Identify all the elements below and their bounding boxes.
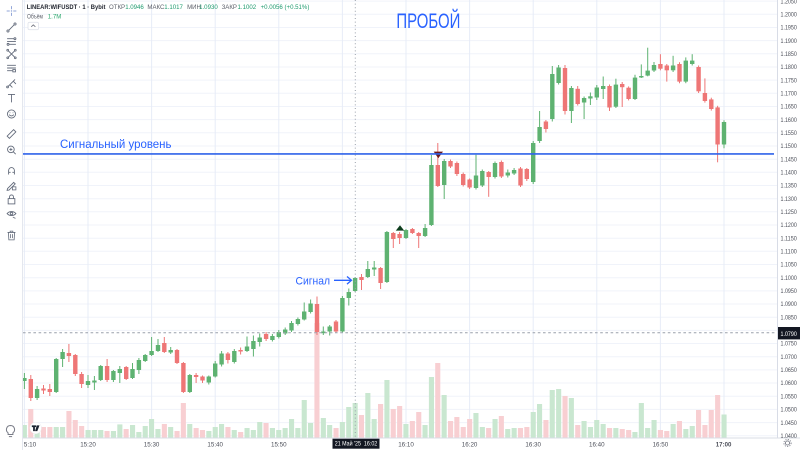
svg-text:16:20: 16:20 xyxy=(462,441,478,448)
svg-text:16:50: 16:50 xyxy=(653,441,669,448)
svg-text:1.0790: 1.0790 xyxy=(781,331,798,338)
svg-text:1.1650: 1.1650 xyxy=(781,104,798,111)
svg-text:1.1700: 1.1700 xyxy=(781,91,798,98)
svg-text:1.1300: 1.1300 xyxy=(781,196,798,203)
svg-text:1.1150: 1.1150 xyxy=(781,235,798,242)
svg-text:+0.0056 (+0.51%): +0.0056 (+0.51%) xyxy=(261,4,310,11)
svg-text:1.0550: 1.0550 xyxy=(781,393,798,400)
svg-text:21 Май '25 16:02: 21 Май '25 16:02 xyxy=(335,441,378,448)
svg-text:1.0400: 1.0400 xyxy=(781,433,798,440)
svg-text:15:50: 15:50 xyxy=(271,441,287,448)
svg-text:1.2050: 1.2050 xyxy=(781,0,798,5)
svg-text:15:30: 15:30 xyxy=(144,441,160,448)
svg-text:5:10: 5:10 xyxy=(24,441,37,448)
svg-text:1.1250: 1.1250 xyxy=(781,209,798,216)
svg-text:1.0750: 1.0750 xyxy=(781,341,798,348)
svg-text:1.1800: 1.1800 xyxy=(781,64,798,71)
svg-text:1.0500: 1.0500 xyxy=(781,407,798,414)
svg-text:1.1017: 1.1017 xyxy=(164,4,183,11)
svg-text:1.1450: 1.1450 xyxy=(781,156,798,163)
svg-text:15:40: 15:40 xyxy=(207,441,223,448)
svg-text:1.1750: 1.1750 xyxy=(781,77,798,84)
svg-text:1.1200: 1.1200 xyxy=(781,222,798,229)
svg-text:1.2000: 1.2000 xyxy=(781,12,798,19)
svg-text:1.1600: 1.1600 xyxy=(781,117,798,124)
svg-text:1.1002: 1.1002 xyxy=(238,4,257,11)
svg-text:15:20: 15:20 xyxy=(80,441,96,448)
svg-text:1.1000: 1.1000 xyxy=(781,275,798,282)
svg-text:1.0650: 1.0650 xyxy=(781,367,798,374)
svg-text:1.0930: 1.0930 xyxy=(199,4,218,11)
svg-text:Сигнальный уровень: Сигнальный уровень xyxy=(60,138,172,151)
svg-text:LINEAR:WIFUSDT · 1 · Bybit: LINEAR:WIFUSDT · 1 · Bybit xyxy=(27,4,106,11)
svg-text:1.1050: 1.1050 xyxy=(781,262,798,269)
svg-text:1.0450: 1.0450 xyxy=(781,420,798,427)
svg-text:1.0850: 1.0850 xyxy=(781,314,798,321)
svg-text:1.1350: 1.1350 xyxy=(781,183,798,190)
svg-text:1.0700: 1.0700 xyxy=(781,354,798,361)
svg-text:ЗАКР: ЗАКР xyxy=(222,4,237,11)
svg-text:1.1550: 1.1550 xyxy=(781,130,798,137)
svg-text:Сигнал: Сигнал xyxy=(296,275,331,287)
svg-text:МИН: МИН xyxy=(187,4,201,11)
svg-text:1.7M: 1.7M xyxy=(48,14,62,21)
svg-text:17:00: 17:00 xyxy=(716,441,732,448)
svg-text:1.1400: 1.1400 xyxy=(781,170,798,177)
svg-text:Объём: Объём xyxy=(27,14,43,21)
svg-text:1.1900: 1.1900 xyxy=(781,38,798,45)
svg-text:1.0950: 1.0950 xyxy=(781,288,798,295)
svg-text:1.0946: 1.0946 xyxy=(125,4,144,11)
svg-text:16:30: 16:30 xyxy=(525,441,541,448)
svg-text:1.1500: 1.1500 xyxy=(781,143,798,150)
svg-text:ПРОБОЙ: ПРОБОЙ xyxy=(396,9,460,33)
svg-text:16:40: 16:40 xyxy=(589,441,605,448)
svg-text:ОТКР: ОТКР xyxy=(109,4,125,11)
svg-text:МАКС: МАКС xyxy=(147,4,165,11)
svg-text:1.1850: 1.1850 xyxy=(781,51,798,58)
svg-text:1.0600: 1.0600 xyxy=(781,380,798,387)
svg-text:1.1950: 1.1950 xyxy=(781,25,798,32)
svg-text:1.0900: 1.0900 xyxy=(781,301,798,308)
svg-text:16:10: 16:10 xyxy=(398,441,414,448)
svg-text:1.1100: 1.1100 xyxy=(781,249,798,256)
